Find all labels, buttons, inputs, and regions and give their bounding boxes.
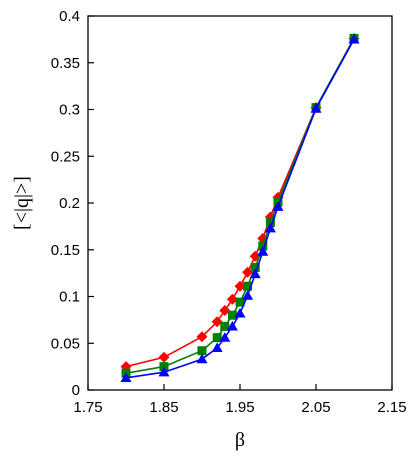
y-axis-label: [<|q|>] <box>11 176 33 230</box>
y-tick-label: 0.35 <box>51 55 80 72</box>
data-point <box>120 372 132 382</box>
data-point <box>159 362 169 372</box>
ticks-layer: 1.75 1.85 1.95 2.05 2.15 0 0.05 0.1 0.15 0.2 0.25 0… <box>51 8 407 416</box>
series-square <box>121 33 359 378</box>
data-point <box>242 290 254 300</box>
data-point <box>250 263 260 273</box>
data-point <box>219 332 231 342</box>
y-tick-label: 0.2 <box>59 195 80 212</box>
x-tick-label: 2.05 <box>301 399 330 416</box>
y-tick-label: 0 <box>72 382 80 399</box>
data-point <box>243 281 253 291</box>
plot-frame <box>87 15 393 391</box>
data-point <box>226 320 238 331</box>
data-point <box>211 342 223 353</box>
data-point <box>272 201 284 211</box>
y-tick-label: 0.3 <box>59 102 80 119</box>
data-point <box>197 346 207 356</box>
x-tick-label: 2.15 <box>377 399 406 416</box>
x-tick-label: 1.85 <box>149 399 178 416</box>
x-tick-label: 1.95 <box>225 399 254 416</box>
data-point <box>211 316 223 328</box>
data-point <box>249 250 261 262</box>
data-point <box>310 103 322 113</box>
y-tick-label: 0.1 <box>59 289 80 306</box>
y-tick-label: 0.15 <box>51 242 80 259</box>
series-line <box>125 38 355 374</box>
data-point <box>196 331 208 343</box>
series-layer <box>120 32 360 382</box>
series-triangle <box>120 33 360 382</box>
data-point <box>227 310 237 320</box>
data-point <box>257 246 269 256</box>
data-point <box>264 222 276 233</box>
series-line <box>125 39 355 379</box>
data-point <box>265 218 275 228</box>
data-point <box>249 268 261 279</box>
data-point <box>220 321 230 331</box>
data-point <box>219 305 231 317</box>
data-point <box>234 280 246 292</box>
data-point <box>158 351 170 363</box>
data-point <box>234 307 246 318</box>
data-point <box>158 366 170 377</box>
data-point <box>226 293 238 305</box>
data-point <box>235 297 245 307</box>
y-tick-label: 0.25 <box>51 148 80 165</box>
data-point <box>242 266 254 278</box>
x-tick-label: 1.75 <box>73 399 102 416</box>
y-tick-label: 0.4 <box>59 8 80 25</box>
data-point <box>258 241 268 251</box>
x-axis-label: β <box>235 429 245 451</box>
y-tick-label: 0.05 <box>51 335 80 352</box>
data-point <box>348 33 360 44</box>
data-point <box>212 333 222 343</box>
data-point <box>196 353 208 364</box>
series-diamond <box>120 32 360 373</box>
